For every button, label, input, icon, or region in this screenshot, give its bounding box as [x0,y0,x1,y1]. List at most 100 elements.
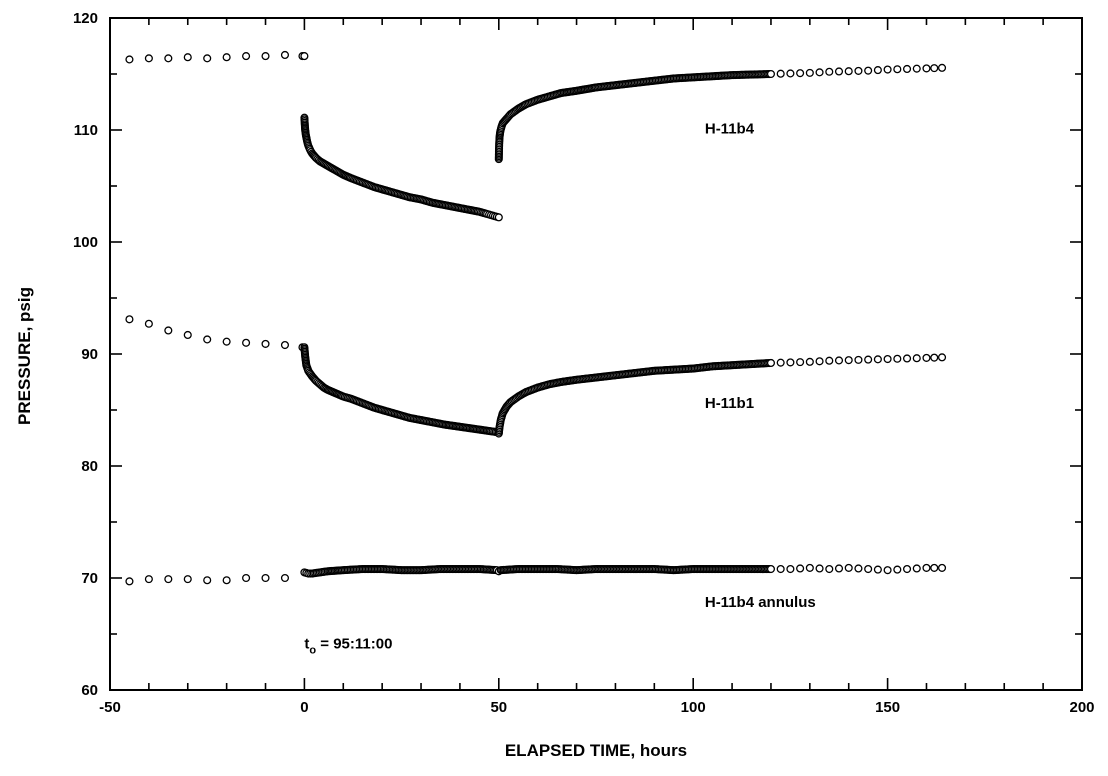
data-point [183,330,192,340]
data-point [844,356,853,365]
data-point [261,339,270,348]
data-point [930,563,939,572]
data-point [766,358,776,368]
data-point [825,356,834,365]
data-point [203,54,212,63]
data-point [786,358,795,367]
data-point [164,575,173,584]
data-point [125,315,134,324]
data-point [183,53,192,62]
data-point [164,54,173,63]
data-point [912,354,921,363]
data-point [805,357,814,366]
data-point [222,53,231,62]
annotation-layer: ELAPSED TIME, hours PRESSURE, psig H-11b… [15,120,816,760]
data-point [937,353,947,362]
data-point [805,68,814,77]
data-point [844,563,853,572]
data-point [242,573,251,583]
data-point [203,335,212,344]
data-point [776,358,785,367]
data-point [893,565,902,574]
data-point [825,67,834,76]
data-point [922,563,931,572]
plot-frame [109,17,1083,691]
data-point [825,564,834,574]
data-points-layer [125,50,947,586]
data-point [930,64,939,73]
axes-layer: -50 0 50 100 150 200 60 70 80 90 100 110 120 [73,10,1095,716]
reference-time-t: t [304,636,309,653]
data-point [873,66,882,75]
data-point [902,354,912,363]
series-label-h11b1: H-11b1 [705,395,754,412]
data-point [883,65,892,74]
data-point [844,67,853,76]
data-point [912,564,921,573]
data-point [873,565,882,574]
data-point [300,52,309,61]
data-point [815,357,824,366]
reference-time-annotation: to = 95:11:00 [304,636,392,657]
data-point [183,575,192,584]
x-tick-label: 150 [875,699,900,716]
y-tick-label: 100 [73,234,98,251]
data-point [164,326,173,335]
data-point [125,55,134,64]
data-point [930,353,939,362]
data-point [883,566,892,575]
data-point [494,213,503,222]
data-point [280,573,290,583]
y-tick-label: 60 [81,682,98,699]
data-point [796,69,805,78]
data-point [834,67,844,76]
y-axis-title: PRESSURE, psig [15,287,34,425]
data-point [796,564,805,573]
reference-time-value: = 95:11:00 [316,636,392,653]
data-point [776,564,785,574]
data-point [815,564,824,573]
data-point [144,319,153,328]
y-tick-label: 110 [74,122,98,139]
data-point [937,563,947,572]
data-point [786,564,795,574]
x-axis-title: ELAPSED TIME, hours [505,741,687,760]
data-point [854,564,863,573]
data-point [922,64,931,73]
data-point [280,340,290,350]
data-point [834,564,844,573]
data-point [242,338,251,347]
y-tick-label: 90 [81,346,98,363]
data-point [902,64,912,74]
x-tick-label: -50 [99,699,121,716]
series-h-11b1 [125,315,947,438]
reference-time-subscript: o [309,645,316,657]
data-point [261,573,270,583]
data-point [796,358,805,367]
y-tick-label: 120 [73,10,98,27]
x-tick-label: 200 [1069,699,1094,716]
data-point [854,355,863,364]
data-point [203,576,212,585]
data-point [922,353,931,362]
data-point [222,576,231,585]
data-point [902,564,912,574]
data-point [864,564,873,574]
data-point [144,54,153,63]
data-point [280,50,290,60]
data-point [893,65,902,74]
data-point [815,68,824,77]
series-h-11b4 [125,50,947,222]
series-label-h11b4-annulus: H-11b4 annulus [705,594,816,611]
data-point [834,356,844,365]
data-point [893,354,902,363]
data-point [883,354,892,364]
data-point [864,355,873,364]
series-label-h11b4: H-11b4 [705,120,755,137]
data-point [144,575,153,584]
data-point [873,355,882,364]
data-point [125,577,134,586]
data-point [222,337,231,346]
